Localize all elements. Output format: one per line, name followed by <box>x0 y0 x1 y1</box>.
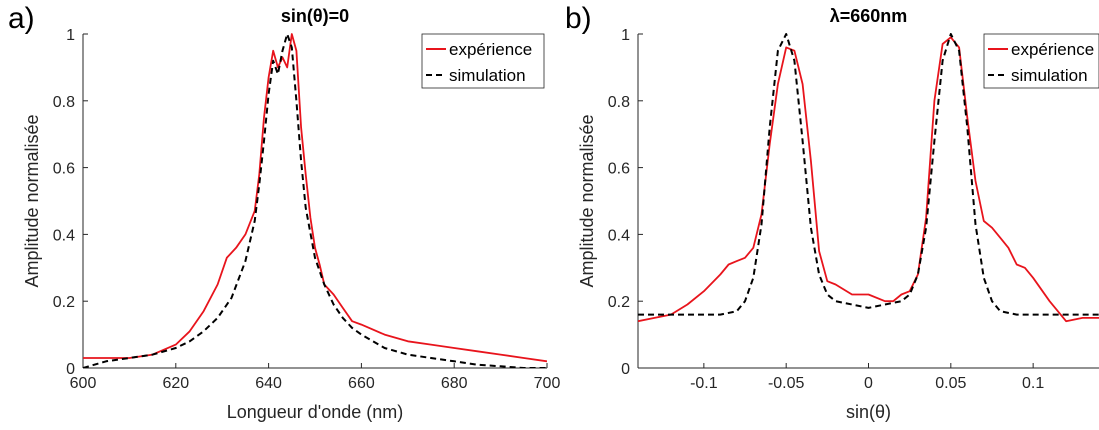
x-tick-label: 680 <box>441 375 468 392</box>
series-group <box>638 33 1099 323</box>
y-tick-label: 0.8 <box>53 94 75 111</box>
y-tick-label: 0.4 <box>53 227 75 244</box>
x-tick-label: 620 <box>162 375 189 392</box>
chart-title: sin(θ)=0 <box>281 6 349 26</box>
y-axis-label: Amplitude normalisée <box>22 114 42 287</box>
legend-entry: expérience <box>449 40 532 59</box>
x-tick-label: 0 <box>864 375 873 392</box>
x-tick-label: -0.1 <box>690 375 718 392</box>
x-axis-label: sin(θ) <box>846 402 891 422</box>
y-tick-label: 1 <box>621 27 630 44</box>
x-tick-label: 640 <box>255 375 282 392</box>
legend-box <box>983 33 1099 89</box>
legend: expérience simulation <box>983 33 1099 89</box>
legend: expérience simulation <box>421 33 545 89</box>
y-tick-label: 0.6 <box>53 161 75 178</box>
panel-a: a) sin(θ)=0 600 620 640 660 680 700 0 0.2 0.4 0.6 0.… <box>8 2 560 422</box>
y-tick-label: 0 <box>66 361 75 378</box>
x-tick-label: -0.05 <box>768 375 805 392</box>
legend-entry: simulation <box>449 66 526 85</box>
y-tick-label: 0.6 <box>608 161 630 178</box>
panel-label: b) <box>565 2 592 35</box>
series-group <box>83 33 547 368</box>
x-tick-label: 0.1 <box>1022 375 1044 392</box>
x-axis-label: Longueur d'onde (nm) <box>227 402 404 422</box>
simulation-series-line <box>638 33 1099 316</box>
x-tick-label: 0.05 <box>935 375 966 392</box>
y-tick-label: 0 <box>621 361 630 378</box>
x-tick-label: 660 <box>348 375 375 392</box>
legend-entry: simulation <box>1011 66 1088 85</box>
y-tick-label: 0.2 <box>53 294 75 311</box>
y-tick-label: 0.8 <box>608 94 630 111</box>
simulation-series-line <box>83 33 547 368</box>
y-tick-label: 0.2 <box>608 294 630 311</box>
panel-b: b) λ=660nm -0.1 -0.05 0 0.05 0.1 0 0.2 0.4 0.6 0.8 1… <box>565 2 1099 422</box>
chart-title: λ=660nm <box>830 6 908 26</box>
legend-entry: expérience <box>1011 40 1094 59</box>
y-tick-label: 0.4 <box>608 227 630 244</box>
x-tick-label: 700 <box>534 375 561 392</box>
experience-series-line <box>638 36 1099 323</box>
panel-label: a) <box>8 2 35 35</box>
experience-series-line <box>83 33 547 363</box>
legend-box <box>421 33 545 89</box>
x-tick-label: 600 <box>70 375 97 392</box>
y-axis-label: Amplitude normalisée <box>577 114 597 287</box>
y-tick-label: 1 <box>66 27 75 44</box>
